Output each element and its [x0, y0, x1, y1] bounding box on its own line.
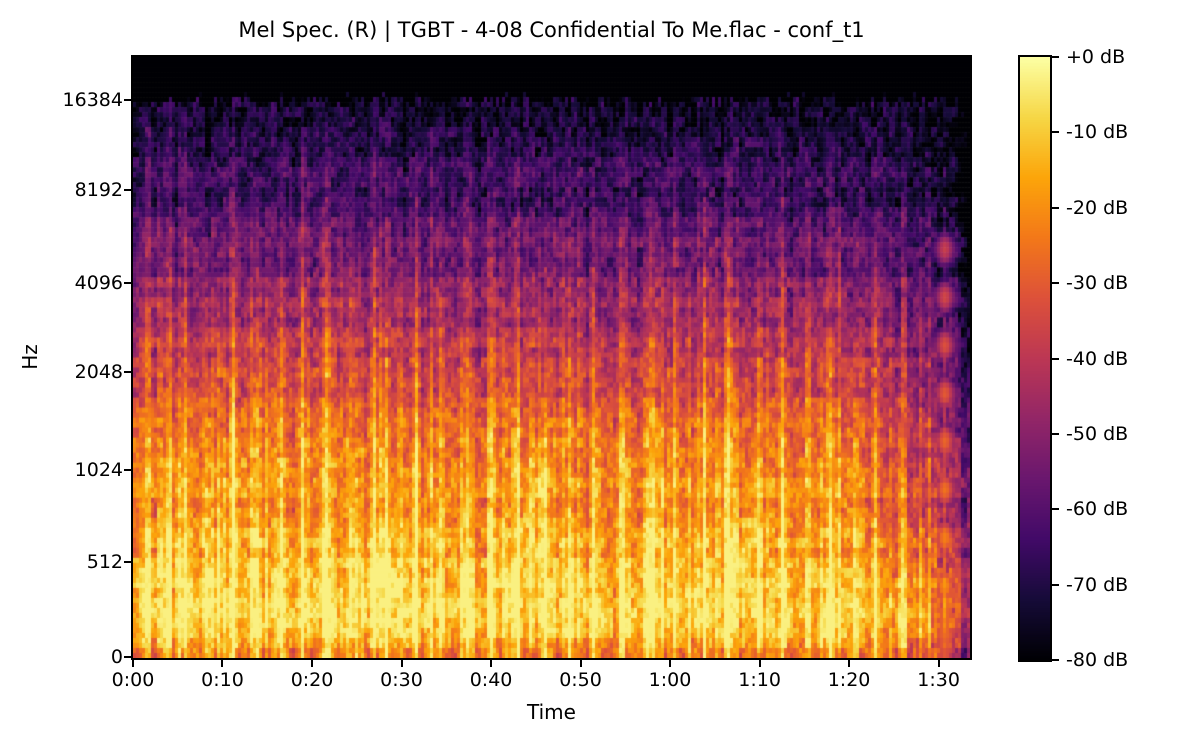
x-tick-label: 1:30 [917, 669, 960, 691]
y-tick-mark [124, 469, 131, 471]
x-tick-mark [579, 660, 582, 667]
y-tick-mark [124, 655, 131, 658]
colorbar-tick-mark [1052, 282, 1059, 285]
x-tick-mark [937, 660, 940, 667]
x-tick-label: 0:30 [380, 669, 423, 691]
y-tick-mark [124, 189, 131, 191]
x-tick-mark [848, 660, 851, 667]
x-tick-mark [311, 660, 314, 667]
x-tick-label: 0:10 [201, 669, 244, 691]
x-tick-label: 0:40 [469, 669, 513, 691]
x-tick-label: 1:10 [738, 669, 781, 691]
x-tick-label: 1:20 [827, 669, 871, 691]
colorbar-tick-label: -70 dB [1066, 573, 1129, 596]
colorbar-tick-label: -30 dB [1066, 272, 1129, 295]
y-tick-label: 0 [110, 645, 123, 668]
x-tick-mark [132, 660, 134, 667]
colorbar-tick-mark [1052, 206, 1059, 209]
y-tick-label: 2048 [74, 360, 123, 383]
x-tick-mark [400, 660, 403, 667]
spectrogram-canvas [133, 57, 970, 658]
x-tick-label: 1:00 [648, 669, 692, 691]
x-tick-label: 0:00 [111, 669, 155, 691]
chart-title: Mel Spec. (R) | TGBT - 4-08 Confidential… [238, 18, 865, 42]
x-tick-label: 0:20 [290, 669, 334, 691]
y-tick-label: 16384 [62, 88, 123, 111]
colorbar-tick-label: -80 dB [1066, 649, 1129, 671]
x-tick-mark [221, 660, 224, 667]
y-tick-mark [124, 561, 131, 564]
y-tick-label: 4096 [74, 271, 123, 294]
colorbar-tick-label: -60 dB [1066, 498, 1129, 521]
colorbar-tick-mark [1052, 432, 1059, 435]
colorbar-gradient [1020, 57, 1050, 660]
x-tick-mark [490, 660, 493, 667]
colorbar-tick-mark [1052, 131, 1059, 134]
colorbar-tick-label: -40 dB [1066, 347, 1129, 370]
colorbar-tick-label: +0 dB [1066, 46, 1126, 68]
x-tick-label: 0:50 [559, 669, 602, 691]
colorbar-tick-mark [1052, 357, 1059, 360]
colorbar-tick-mark [1052, 56, 1059, 58]
colorbar-tick-mark [1052, 659, 1059, 661]
y-tick-label: 8192 [74, 179, 123, 201]
colorbar-tick-label: -10 dB [1066, 121, 1129, 144]
y-tick-label: 512 [86, 551, 123, 574]
colorbar-tick-label: -20 dB [1066, 196, 1129, 219]
y-tick-mark [124, 281, 131, 284]
x-tick-mark [669, 660, 672, 667]
y-tick-mark [124, 370, 131, 373]
y-tick-mark [124, 98, 131, 101]
colorbar-tick-mark [1052, 583, 1059, 586]
colorbar-tick-label: -50 dB [1066, 422, 1129, 445]
x-axis-label: Time [527, 700, 576, 724]
y-tick-label: 1024 [74, 459, 123, 481]
x-tick-mark [758, 660, 761, 667]
colorbar-tick-mark [1052, 508, 1059, 511]
